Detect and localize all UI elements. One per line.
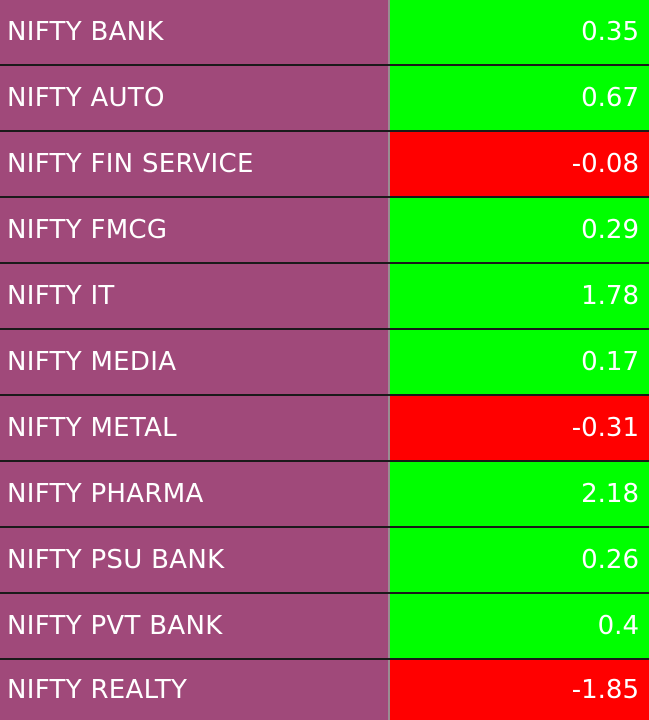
index-name: NIFTY FMCG [0,198,390,262]
table-row: NIFTY PHARMA 2.18 [0,462,649,528]
table-row: NIFTY MEDIA 0.17 [0,330,649,396]
index-change-value: 2.18 [390,462,649,526]
table-row: NIFTY FMCG 0.29 [0,198,649,264]
index-change-value: 0.67 [390,66,649,130]
table-row: NIFTY IT 1.78 [0,264,649,330]
index-name: NIFTY MEDIA [0,330,390,394]
index-name: NIFTY AUTO [0,66,390,130]
index-change-value: 0.26 [390,528,649,592]
table-row: NIFTY METAL -0.31 [0,396,649,462]
index-name: NIFTY PHARMA [0,462,390,526]
table-row: NIFTY REALTY -1.85 [0,660,649,720]
index-change-value: 1.78 [390,264,649,328]
index-name: NIFTY BANK [0,0,390,64]
table-row: NIFTY BANK 0.35 [0,0,649,66]
table-row: NIFTY PSU BANK 0.26 [0,528,649,594]
index-name: NIFTY REALTY [0,660,390,720]
index-name: NIFTY IT [0,264,390,328]
table-row: NIFTY AUTO 0.67 [0,66,649,132]
index-change-value: -1.85 [390,660,649,720]
index-name: NIFTY FIN SERVICE [0,132,390,196]
table-row: NIFTY PVT BANK 0.4 [0,594,649,660]
index-change-value: -0.08 [390,132,649,196]
index-change-value: -0.31 [390,396,649,460]
table-row: NIFTY FIN SERVICE -0.08 [0,132,649,198]
index-name: NIFTY METAL [0,396,390,460]
index-name: NIFTY PVT BANK [0,594,390,658]
index-change-value: 0.17 [390,330,649,394]
index-change-value: 0.35 [390,0,649,64]
index-name: NIFTY PSU BANK [0,528,390,592]
index-change-value: 0.4 [390,594,649,658]
index-change-value: 0.29 [390,198,649,262]
